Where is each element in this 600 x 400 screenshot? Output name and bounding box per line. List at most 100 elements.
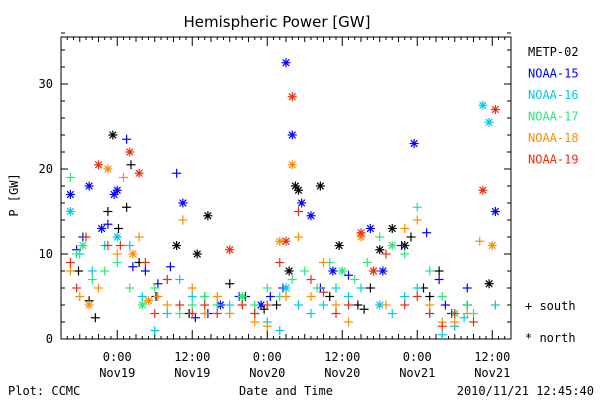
south-point-noaa-18 — [319, 258, 328, 267]
south-point-noaa-17 — [150, 283, 160, 293]
south-marker-key: + south — [525, 299, 576, 313]
south-point-noaa-17 — [437, 292, 447, 301]
x-tick-date-label: Nov19 — [99, 366, 135, 380]
south-point-noaa-18 — [425, 300, 435, 310]
south-point-noaa-18 — [162, 300, 172, 310]
north-point-noaa-15 — [306, 211, 316, 221]
south-point-noaa-18 — [262, 321, 272, 331]
south-point-noaa-19 — [425, 309, 435, 318]
south-point-noaa-18 — [331, 300, 341, 310]
south-point-noaa-17 — [312, 283, 322, 293]
south-point-noaa-16 — [294, 300, 303, 310]
south-point-noaa-17 — [250, 300, 260, 310]
y-axis-label: P [GW] — [7, 173, 21, 216]
south-point-noaa-17 — [287, 275, 297, 284]
south-point-noaa-18 — [306, 292, 316, 301]
south-point-noaa-17 — [100, 266, 110, 276]
south-point-noaa-19 — [450, 309, 460, 318]
south-point-noaa-19 — [331, 309, 341, 318]
north-point-noaa-15 — [178, 198, 188, 208]
x-tick-time-label: 12:00 — [324, 350, 360, 364]
south-point-noaa-17 — [175, 309, 185, 318]
south-point-noaa-19 — [65, 258, 75, 267]
north-point-metp-02 — [108, 130, 118, 140]
south-point-noaa-19 — [250, 309, 260, 318]
south-point-noaa-17 — [462, 300, 472, 310]
south-point-noaa-15 — [172, 168, 182, 178]
south-point-metp-02 — [359, 304, 369, 314]
south-point-noaa-17 — [300, 266, 310, 276]
north-point-noaa-15 — [328, 266, 338, 276]
north-point-noaa-19 — [478, 185, 488, 195]
south-point-noaa-16 — [225, 300, 235, 310]
x-tick-time-label: 12:00 — [474, 350, 510, 364]
south-point-noaa-19 — [469, 317, 478, 327]
south-point-noaa-18 — [178, 215, 188, 225]
south-point-noaa-15 — [397, 241, 407, 250]
south-point-noaa-19 — [150, 309, 160, 318]
north-point-noaa-18 — [287, 160, 297, 170]
south-point-noaa-19 — [275, 258, 285, 267]
south-point-noaa-15 — [434, 275, 444, 284]
south-point-noaa-15 — [128, 262, 138, 272]
south-point-noaa-15 — [140, 266, 150, 276]
north-point-noaa-15 — [65, 190, 75, 199]
south-point-noaa-19 — [319, 287, 328, 297]
south-point-metp-02 — [114, 224, 123, 233]
plot-timestamp: 2010/11/21 12:45:40 — [457, 384, 594, 398]
south-point-noaa-18 — [225, 309, 235, 318]
south-point-metp-02 — [90, 313, 100, 323]
north-point-noaa-17 — [337, 266, 347, 276]
south-point-noaa-16 — [137, 292, 147, 301]
south-point-noaa-18 — [462, 309, 472, 318]
south-point-noaa-17 — [362, 258, 372, 267]
south-point-noaa-17 — [262, 283, 272, 293]
south-point-noaa-16 — [87, 266, 97, 276]
south-point-noaa-19 — [381, 249, 391, 259]
south-point-noaa-19 — [412, 292, 422, 301]
south-point-noaa-19 — [162, 275, 172, 284]
x-tick-date-label: Nov21 — [399, 366, 435, 380]
y-tick-label: 30 — [39, 77, 53, 91]
north-point-noaa-19 — [287, 92, 297, 102]
south-point-metp-02 — [122, 202, 132, 212]
south-point-noaa-15 — [122, 134, 132, 144]
y-tick-label: 0 — [46, 332, 53, 346]
north-point-noaa-19 — [356, 228, 366, 238]
south-point-noaa-18 — [281, 292, 291, 301]
north-point-metp-02 — [484, 279, 494, 289]
south-point-noaa-15 — [103, 219, 113, 229]
south-point-noaa-16 — [387, 309, 397, 318]
south-point-noaa-18 — [112, 249, 122, 259]
north-point-noaa-15 — [409, 139, 419, 148]
plot-area — [60, 32, 512, 340]
south-point-noaa-16 — [150, 326, 160, 335]
south-point-noaa-18 — [212, 292, 222, 301]
south-point-metp-02 — [365, 283, 375, 293]
north-point-noaa-19 — [134, 168, 144, 178]
south-point-noaa-17 — [72, 249, 82, 259]
south-point-noaa-19 — [187, 309, 197, 318]
north-point-metp-02 — [203, 211, 213, 221]
south-point-noaa-19 — [344, 300, 353, 310]
x-tick-time-label: 12:00 — [174, 350, 210, 364]
x-tick-time-label: 0:00 — [403, 350, 432, 364]
south-point-noaa-18 — [200, 309, 210, 318]
south-point-noaa-19 — [200, 300, 210, 310]
north-point-noaa-15 — [490, 207, 500, 216]
legend-noaa-19: NOAA-19 — [528, 153, 579, 167]
south-point-noaa-19 — [212, 309, 222, 318]
south-point-noaa-16 — [306, 309, 316, 318]
south-point-noaa-18 — [119, 173, 128, 182]
north-point-noaa-17 — [78, 241, 88, 250]
north-point-noaa-16 — [65, 207, 75, 216]
south-point-noaa-15 — [440, 300, 450, 310]
south-point-noaa-19 — [72, 283, 82, 293]
north-point-noaa-15 — [112, 185, 122, 195]
south-point-metp-02 — [103, 207, 113, 216]
south-point-noaa-19 — [294, 207, 303, 216]
x-axis-label: Date and Time — [239, 384, 333, 398]
north-point-noaa-18 — [144, 296, 153, 306]
north-point-noaa-15 — [84, 181, 94, 191]
north-point-noaa-15 — [297, 198, 307, 208]
